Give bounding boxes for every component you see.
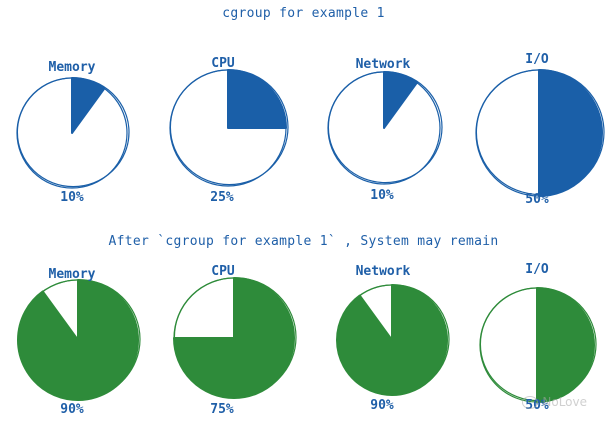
title-top: cgroup for example 1 bbox=[222, 6, 385, 21]
label-cpu-top: CPU bbox=[211, 56, 235, 71]
pie-slice-memory-bottom bbox=[17, 279, 139, 401]
title-bottom: After `cgroup for example 1` , System ma… bbox=[108, 234, 499, 249]
pie-slice-memory-top bbox=[71, 77, 106, 134]
pie-slice-cpu-top bbox=[227, 69, 287, 129]
label-network-top: Network bbox=[355, 57, 411, 72]
label-memory-bottom: Memory bbox=[48, 267, 96, 282]
pie-slice-cpu-bottom bbox=[173, 277, 295, 399]
pct-cpu-top: 25% bbox=[210, 190, 234, 205]
pct-network-top: 10% bbox=[370, 188, 394, 203]
pie-slice-network-bottom bbox=[336, 284, 448, 396]
label-io-top: I/O bbox=[525, 52, 549, 67]
watermark-text: NoLove bbox=[542, 395, 587, 409]
pct-memory-bottom: 90% bbox=[60, 402, 84, 417]
pct-io-top: 50% bbox=[525, 192, 549, 207]
pie-slice-io-bottom bbox=[536, 287, 595, 403]
label-memory-top: Memory bbox=[48, 60, 96, 75]
watermark: NoLove bbox=[522, 395, 587, 409]
pct-cpu-bottom: 75% bbox=[210, 402, 234, 417]
chat-bubble-icon bbox=[522, 395, 539, 409]
label-network-bottom: Network bbox=[355, 264, 411, 279]
label-cpu-bottom: CPU bbox=[211, 264, 235, 279]
pct-network-bottom: 90% bbox=[370, 398, 394, 413]
pie-slice-network-top bbox=[383, 71, 418, 129]
pct-memory-top: 10% bbox=[60, 190, 84, 205]
label-io-bottom: I/O bbox=[525, 262, 549, 277]
pie-slice-io-top bbox=[538, 69, 603, 197]
